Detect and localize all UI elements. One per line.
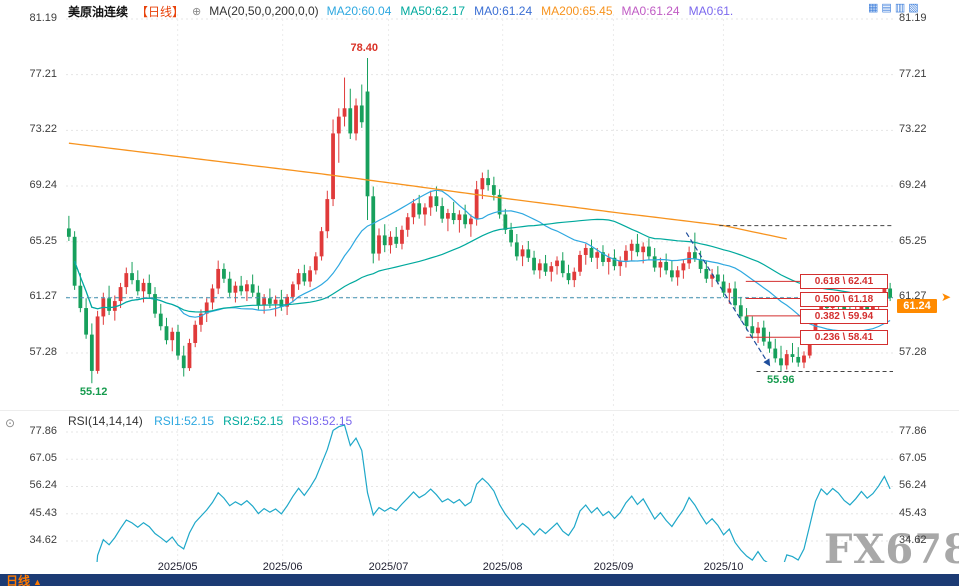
chevron-up-icon: ▲ <box>33 577 42 586</box>
ma-legend: MA20:60.04 MA50:62.17 MA0:61.24 MA200:65.45… <box>327 4 743 18</box>
x-axis-label: 2025/10 <box>703 561 744 573</box>
rsi-chart-canvas[interactable] <box>66 414 893 562</box>
y-axis-label: 77.21 <box>29 67 57 80</box>
period-tag: 【日线】 <box>136 4 185 19</box>
period-selector-label: 日线 <box>6 574 31 586</box>
layout-toolbar: ▦ ▤ ▥ ▧ <box>868 2 919 15</box>
x-axis-label: 2025/05 <box>157 561 198 573</box>
x-axis-label: 2025/09 <box>593 561 634 573</box>
main-chart-canvas[interactable] <box>66 14 893 408</box>
x-axis-label: 2025/07 <box>368 561 409 573</box>
low-price-annotation: 55.12 <box>79 386 108 399</box>
y-axis-label: 45.43 <box>899 506 927 519</box>
y-axis-label: 65.25 <box>899 234 927 247</box>
fib-level-label[interactable]: 0.618 \ 62.41 <box>800 274 888 290</box>
symbol-name: 美原油连续 <box>68 4 129 19</box>
y-axis-left: 81.19 77.21 73.22 69.24 65.25 61.27 57.28 77.86… <box>0 0 60 586</box>
y-axis-label: 45.43 <box>29 506 57 519</box>
low-price-annotation: 55.96 <box>767 374 795 387</box>
bottom-bar <box>0 574 959 586</box>
x-axis: 2025/05 2025/06 2025/07 2025/08 2025/09 2025/… <box>66 561 893 574</box>
y-axis-label: 67.05 <box>29 452 57 465</box>
layout-columns-icon[interactable]: ▥ <box>894 2 906 14</box>
y-axis-label: 77.86 <box>29 425 57 437</box>
scroll-to-latest-icon[interactable]: ➤ <box>941 290 952 304</box>
high-price-annotation: 78.40 <box>350 41 379 54</box>
panel-divider <box>0 410 959 411</box>
y-axis-label: 56.24 <box>899 479 927 492</box>
layout-grid-icon[interactable]: ▦ <box>868 2 879 14</box>
y-axis-label: 81.19 <box>899 12 927 24</box>
ma-legend-item: MA0:61.24 <box>474 4 533 18</box>
y-axis-label: 69.24 <box>29 178 57 191</box>
y-axis-label: 73.22 <box>899 123 927 136</box>
rsi-legend-item: RSI1:52.15 <box>154 414 215 428</box>
y-axis-label: 56.24 <box>29 479 57 492</box>
y-axis-label: 65.25 <box>29 234 57 247</box>
period-selector[interactable]: 日线 ▲ <box>6 572 42 586</box>
y-axis-right: 81.19 77.21 73.22 69.24 65.25 61.27 57.28 77.86… <box>897 0 947 586</box>
x-axis-label: 2025/06 <box>262 561 303 573</box>
rsi-params: RSI(14,14,14) <box>68 414 143 428</box>
rsi-header: RSI(14,14,14) RSI1:52.15 RSI2:52.15 RSI3:5… <box>68 414 361 428</box>
chart-header: 美原油连续 【日线】 ⊕ MA(20,50,0,200,0,0) MA20:60… <box>68 3 742 19</box>
y-axis-label: 77.86 <box>899 425 927 437</box>
indicator-icon[interactable]: ⊙ <box>5 416 16 430</box>
y-axis-label: 34.62 <box>899 533 927 546</box>
fib-level-label[interactable]: 0.382 \ 59.94 <box>800 308 888 324</box>
watermark: FX678 <box>824 526 959 573</box>
ma-legend-item: MA0:61. <box>688 4 734 18</box>
ma-legend-item: MA200:65.45 <box>541 4 613 18</box>
ma-legend-item: MA20:60.04 <box>326 4 392 18</box>
layout-rows-icon[interactable]: ▤ <box>881 2 892 14</box>
layout-split-icon[interactable]: ▧ <box>908 2 919 14</box>
y-axis-label: 81.19 <box>29 12 57 24</box>
x-axis-label: 2025/08 <box>482 561 523 573</box>
ma-params: MA(20,50,0,200,0,0) <box>209 4 319 18</box>
ma-legend-item: MA50:62.17 <box>400 4 466 18</box>
indicator-settings-icon[interactable]: ⊕ <box>192 5 202 18</box>
rsi-legend-item: RSI3:52.15 <box>292 414 353 428</box>
y-axis-label: 73.22 <box>29 123 57 136</box>
y-axis-label: 61.27 <box>29 290 57 303</box>
rsi-legend: RSI1:52.15 RSI2:52.15 RSI3:52.15 <box>154 414 361 428</box>
last-price-tag: 61.24 <box>897 298 937 313</box>
y-axis-label: 57.28 <box>899 346 927 359</box>
y-axis-label: 69.24 <box>899 178 927 191</box>
y-axis-label: 77.21 <box>899 67 927 80</box>
y-axis-label: 67.05 <box>899 452 927 465</box>
fib-level-label[interactable]: 0.500 \ 61.18 <box>800 291 888 307</box>
y-axis-label: 34.62 <box>29 533 57 546</box>
rsi-legend-item: RSI2:52.15 <box>223 414 284 428</box>
y-axis-label: 57.28 <box>29 346 57 359</box>
fib-level-label[interactable]: 0.236 \ 58.41 <box>800 330 888 346</box>
ma-legend-item: MA0:61.24 <box>621 4 680 18</box>
